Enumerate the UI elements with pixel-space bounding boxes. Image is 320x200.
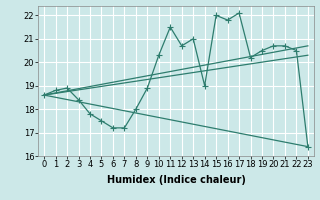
X-axis label: Humidex (Indice chaleur): Humidex (Indice chaleur) xyxy=(107,175,245,185)
